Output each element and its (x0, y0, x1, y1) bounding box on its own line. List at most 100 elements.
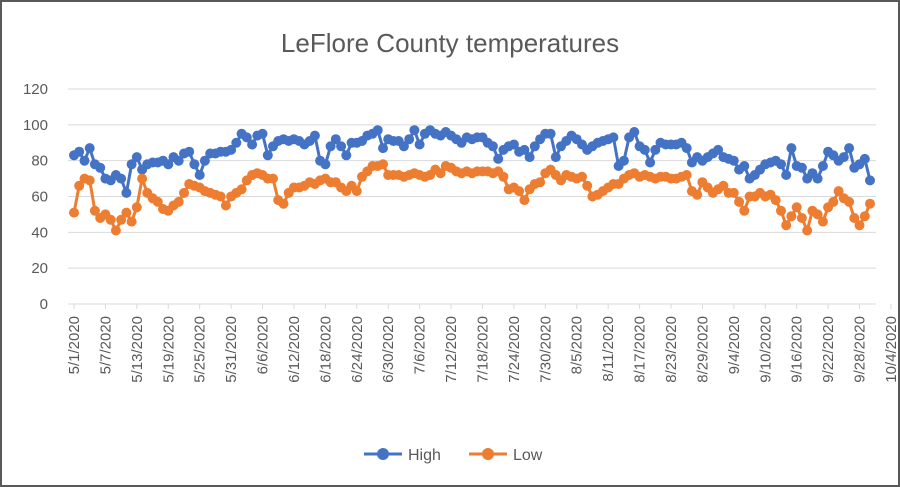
x-tick-label: 9/4/2020 (726, 316, 743, 374)
data-point-low (776, 205, 786, 216)
x-tick-label: 7/12/2020 (443, 316, 460, 383)
x-tick-label: 5/31/2020 (223, 316, 240, 383)
data-point-high (618, 155, 629, 166)
data-point-low (739, 205, 750, 216)
x-tick-label: 7/24/2020 (506, 316, 523, 383)
data-point-low (734, 196, 745, 207)
chart-title: LeFlore County temperatures (281, 28, 619, 58)
data-point-high (519, 144, 530, 155)
data-point-low (770, 195, 781, 206)
series-low (69, 159, 875, 236)
legend: High Low (364, 447, 543, 464)
data-point-low (131, 202, 142, 213)
x-tick-label: 9/28/2020 (852, 316, 869, 383)
data-point-high (398, 141, 409, 152)
legend-label: Low (513, 447, 543, 464)
legend-label: High (408, 447, 441, 464)
data-point-high (320, 159, 331, 170)
data-point-low (718, 180, 729, 191)
data-point-low (514, 186, 525, 197)
data-point-high (508, 139, 519, 150)
x-tick-label: 5/1/2020 (66, 316, 83, 374)
x-tick-label: 6/30/2020 (380, 316, 397, 383)
x-tick-label: 9/22/2020 (820, 316, 837, 383)
data-point-high (194, 170, 205, 180)
data-point-high (173, 155, 184, 166)
x-tick-label: 5/7/2020 (97, 316, 114, 374)
data-point-high (796, 162, 807, 173)
data-point-low (351, 186, 362, 197)
data-point-low (535, 177, 546, 188)
data-point-low (519, 195, 530, 206)
data-point-high (645, 157, 656, 168)
data-point-low (126, 216, 137, 227)
series-high (69, 125, 875, 198)
data-point-low (728, 187, 739, 198)
data-point-high (378, 143, 388, 154)
data-point-low (236, 184, 247, 195)
data-point-high (79, 155, 90, 166)
data-point-low (791, 202, 802, 213)
data-point-high (487, 141, 498, 152)
data-point-high (529, 141, 540, 152)
data-point-high (865, 175, 875, 186)
data-point-low (215, 191, 226, 202)
data-point-low (435, 168, 446, 179)
data-point-high (262, 150, 273, 161)
y-tick-label: 100 (23, 117, 48, 134)
data-point-high (781, 170, 792, 180)
data-point-high (838, 152, 849, 163)
y-tick-label: 40 (31, 224, 48, 241)
y-tick-label: 20 (31, 260, 48, 277)
y-axis: 0 20 40 60 80 100 120 (23, 81, 48, 313)
data-point-low (681, 170, 692, 180)
data-point-high (184, 146, 195, 157)
data-point-low (833, 186, 844, 197)
data-point-low (110, 225, 121, 236)
x-tick-label: 8/5/2020 (569, 316, 586, 374)
data-point-high (493, 153, 504, 164)
data-point-high (545, 128, 556, 139)
data-point-high (336, 141, 347, 152)
data-point-low (220, 200, 231, 211)
data-point-high (131, 152, 142, 163)
data-point-low (121, 207, 132, 218)
data-point-high (859, 153, 870, 164)
data-point-low (817, 216, 828, 227)
data-point-high (163, 159, 174, 170)
data-point-low (865, 198, 875, 209)
data-point-high (247, 139, 258, 150)
data-point-high (817, 161, 828, 171)
data-point-high (739, 161, 750, 171)
data-point-high (341, 150, 352, 161)
data-point-low (105, 214, 116, 225)
x-tick-label: 8/11/2020 (600, 316, 617, 382)
data-point-low (577, 171, 587, 182)
data-point-low (498, 171, 509, 182)
data-point-low (692, 189, 703, 200)
data-point-high (74, 146, 85, 157)
data-point-high (116, 173, 127, 184)
legend-item-low: Low (469, 447, 543, 464)
data-point-high (95, 162, 106, 173)
data-point-low (89, 205, 100, 216)
data-point-low (828, 196, 839, 207)
data-point-low (859, 211, 870, 222)
data-point-high (404, 134, 415, 145)
x-tick-label: 9/16/2020 (789, 316, 806, 383)
x-tick-label: 7/30/2020 (537, 316, 554, 383)
y-tick-label: 60 (31, 189, 48, 206)
data-point-high (776, 159, 786, 170)
data-point-high (639, 144, 650, 155)
data-point-high (189, 159, 200, 170)
x-tick-label: 5/13/2020 (129, 316, 146, 383)
y-tick-label: 80 (31, 153, 48, 170)
data-point-high (226, 144, 237, 155)
x-tick-label: 8/17/2020 (632, 316, 649, 383)
data-point-low (844, 196, 855, 207)
y-tick-label: 120 (23, 81, 48, 98)
x-tick-label: 6/12/2020 (286, 316, 303, 383)
data-point-high (608, 132, 619, 143)
